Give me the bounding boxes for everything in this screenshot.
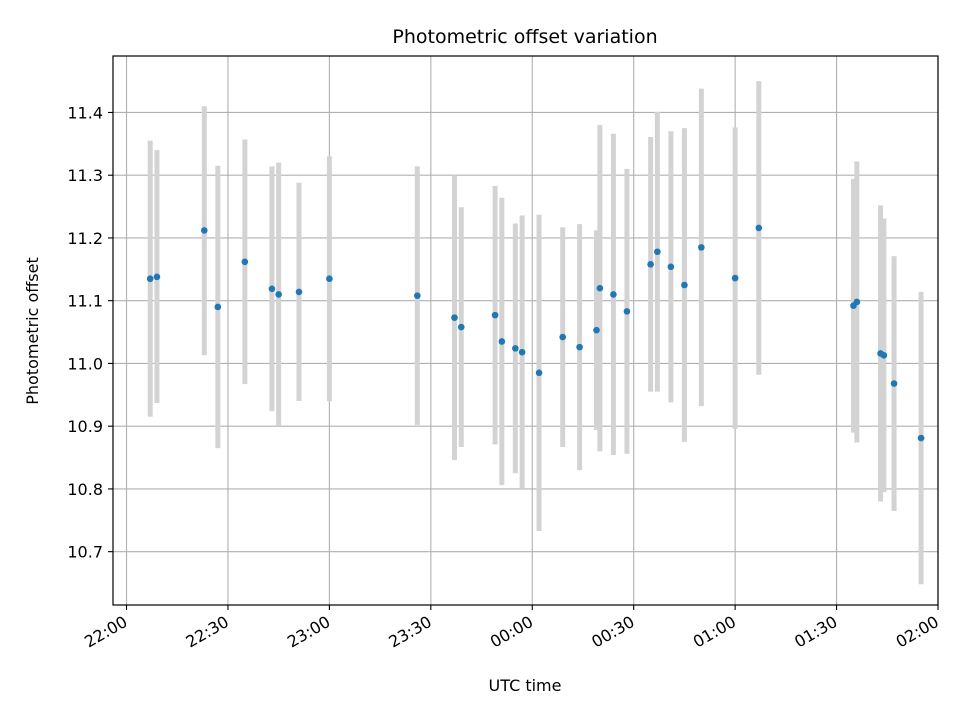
y-axis-ticks: 10.7 10.8 10.9 11.0 11.1 11.2 11.3 11.4 — [67, 103, 113, 562]
data-point — [755, 224, 763, 232]
data-point — [623, 308, 631, 315]
y-axis-label: Photometric offset — [23, 257, 42, 405]
y-tick-label: 11.3 — [67, 166, 103, 185]
data-points — [146, 224, 925, 442]
data-point — [698, 244, 705, 251]
y-tick-label: 11.0 — [67, 354, 103, 373]
data-point — [647, 261, 654, 268]
data-point — [326, 275, 333, 283]
y-tick-label: 10.7 — [67, 543, 103, 562]
data-point — [853, 298, 861, 306]
y-tick-label: 11.1 — [67, 292, 103, 311]
data-point — [559, 333, 566, 341]
y-tick-label: 10.9 — [67, 417, 103, 436]
x-axis-label: UTC time — [489, 676, 562, 695]
data-point — [457, 323, 465, 331]
chart-title: Photometric offset variation — [392, 26, 657, 48]
plot-frame — [112, 55, 939, 606]
data-point — [576, 343, 583, 351]
data-point — [681, 281, 688, 289]
data-point — [451, 314, 458, 321]
y-tick-label: 11.2 — [67, 229, 103, 248]
y-tick-label: 10.8 — [67, 480, 103, 499]
data-point — [610, 291, 617, 298]
data-point — [200, 227, 208, 234]
data-point — [295, 288, 303, 296]
data-point — [731, 274, 739, 282]
data-point — [880, 351, 888, 359]
data-point — [275, 291, 282, 298]
data-point — [498, 338, 506, 345]
grid-lines — [113, 56, 939, 605]
data-point — [153, 273, 161, 281]
y-tick-label: 11.4 — [67, 103, 103, 122]
data-point — [241, 258, 249, 266]
data-point — [890, 380, 898, 387]
data-point — [491, 311, 499, 319]
data-point — [667, 263, 675, 271]
data-point — [593, 326, 600, 334]
data-point — [535, 369, 543, 377]
data-point — [512, 345, 519, 352]
data-point — [654, 248, 661, 256]
data-point — [414, 292, 421, 299]
data-point — [268, 285, 276, 293]
data-point — [518, 348, 526, 356]
data-point — [917, 434, 925, 442]
data-point — [146, 275, 154, 283]
data-point — [596, 284, 604, 292]
data-point — [214, 303, 222, 311]
